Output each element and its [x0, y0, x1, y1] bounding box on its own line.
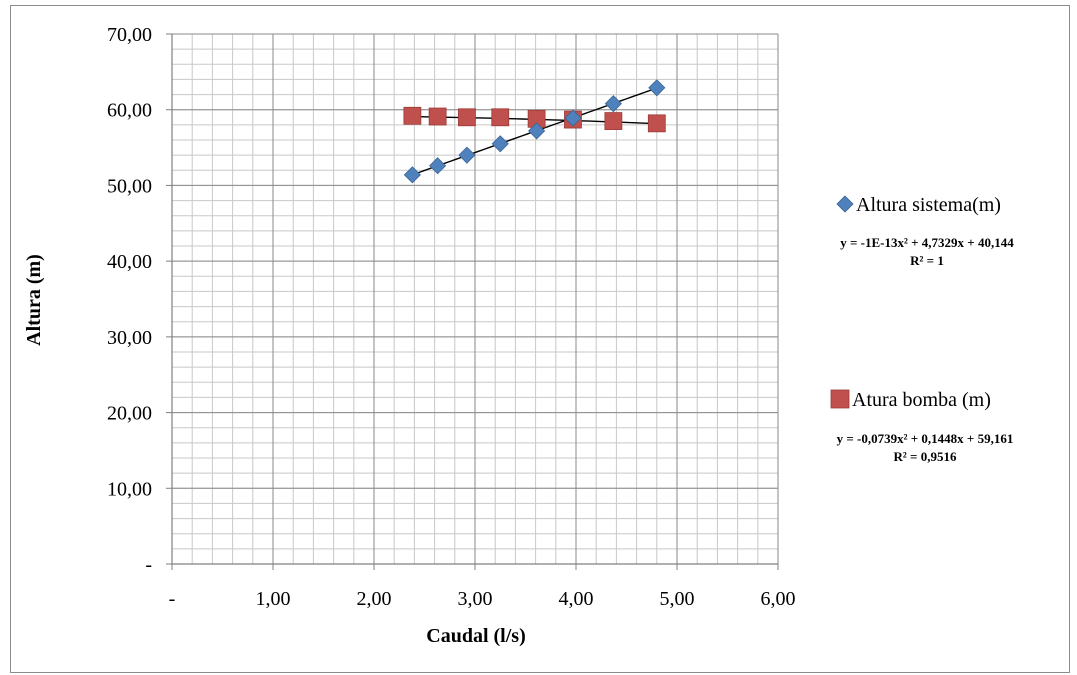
data-point-sistema	[604, 95, 622, 113]
legend-item-atura-bomba: Atura bomba (m) y = -0,0739x² + 0,1448x …	[830, 389, 1014, 464]
data-points	[403, 79, 666, 184]
y-axis-title: Altura (m)	[23, 254, 45, 346]
data-point-bomba	[428, 107, 447, 126]
x-tick-label: 2,00	[357, 588, 392, 610]
data-point-sistema	[429, 157, 447, 175]
data-point-sistema	[458, 146, 476, 164]
x-tick-label: 3,00	[458, 588, 493, 610]
x-tick-label: 4,00	[559, 588, 594, 610]
trendline-r2-bomba: R² = 0,9516	[894, 449, 957, 464]
data-point-bomba	[604, 112, 623, 130]
legend-label-atura-bomba: Atura bomba (m)	[852, 389, 991, 411]
trendline-equation-sistema: y = -1E-13x² + 4,7329x + 40,144	[840, 235, 1014, 250]
x-axis-title: Caudal (l/s)	[426, 625, 525, 647]
y-tick-labels: - 10,00 20,00 30,00 40,00 50,00 60,00 70,00	[107, 24, 152, 576]
y-tick-label: 50,00	[107, 175, 152, 197]
trendline-equation-bomba: y = -0,0739x² + 0,1448x + 59,161	[837, 431, 1014, 446]
data-point-sistema	[491, 135, 509, 153]
trendline-r2-sistema: R² = 1	[910, 253, 944, 268]
legend-diamond-marker	[836, 195, 854, 213]
y-tick-label: 20,00	[107, 403, 152, 425]
legend-square-marker	[830, 389, 850, 409]
x-tick-labels: - 1,00 2,00 3,00 4,00 5,00 6,00	[169, 588, 796, 610]
y-tick-label: 60,00	[107, 100, 152, 122]
legend-label-altura-sistema: Altura sistema(m)	[856, 194, 1001, 216]
y-tick-label: 30,00	[107, 327, 152, 349]
x-tick-label: -	[169, 588, 176, 610]
data-point-sistema	[564, 109, 582, 127]
data-point-sistema	[403, 166, 421, 184]
y-tick-label: 40,00	[107, 251, 152, 273]
x-tick-label: 6,00	[761, 588, 796, 610]
legend-item-altura-sistema: Altura sistema(m) y = -1E-13x² + 4,7329x…	[836, 194, 1014, 268]
x-tick-label: 1,00	[256, 588, 291, 610]
data-point-bomba	[647, 114, 666, 133]
data-point-bomba	[491, 108, 510, 127]
data-point-bomba	[403, 106, 422, 125]
x-tick-label: 5,00	[660, 588, 695, 610]
legend: Altura sistema(m) y = -1E-13x² + 4,7329x…	[830, 194, 1014, 464]
y-tick-label: -	[145, 554, 152, 576]
y-tick-label: 70,00	[107, 24, 152, 46]
data-point-bomba	[458, 108, 476, 127]
data-point-sistema	[528, 122, 546, 140]
axes	[166, 33, 779, 570]
data-point-sistema	[648, 79, 666, 97]
y-tick-label: 10,00	[107, 478, 152, 500]
